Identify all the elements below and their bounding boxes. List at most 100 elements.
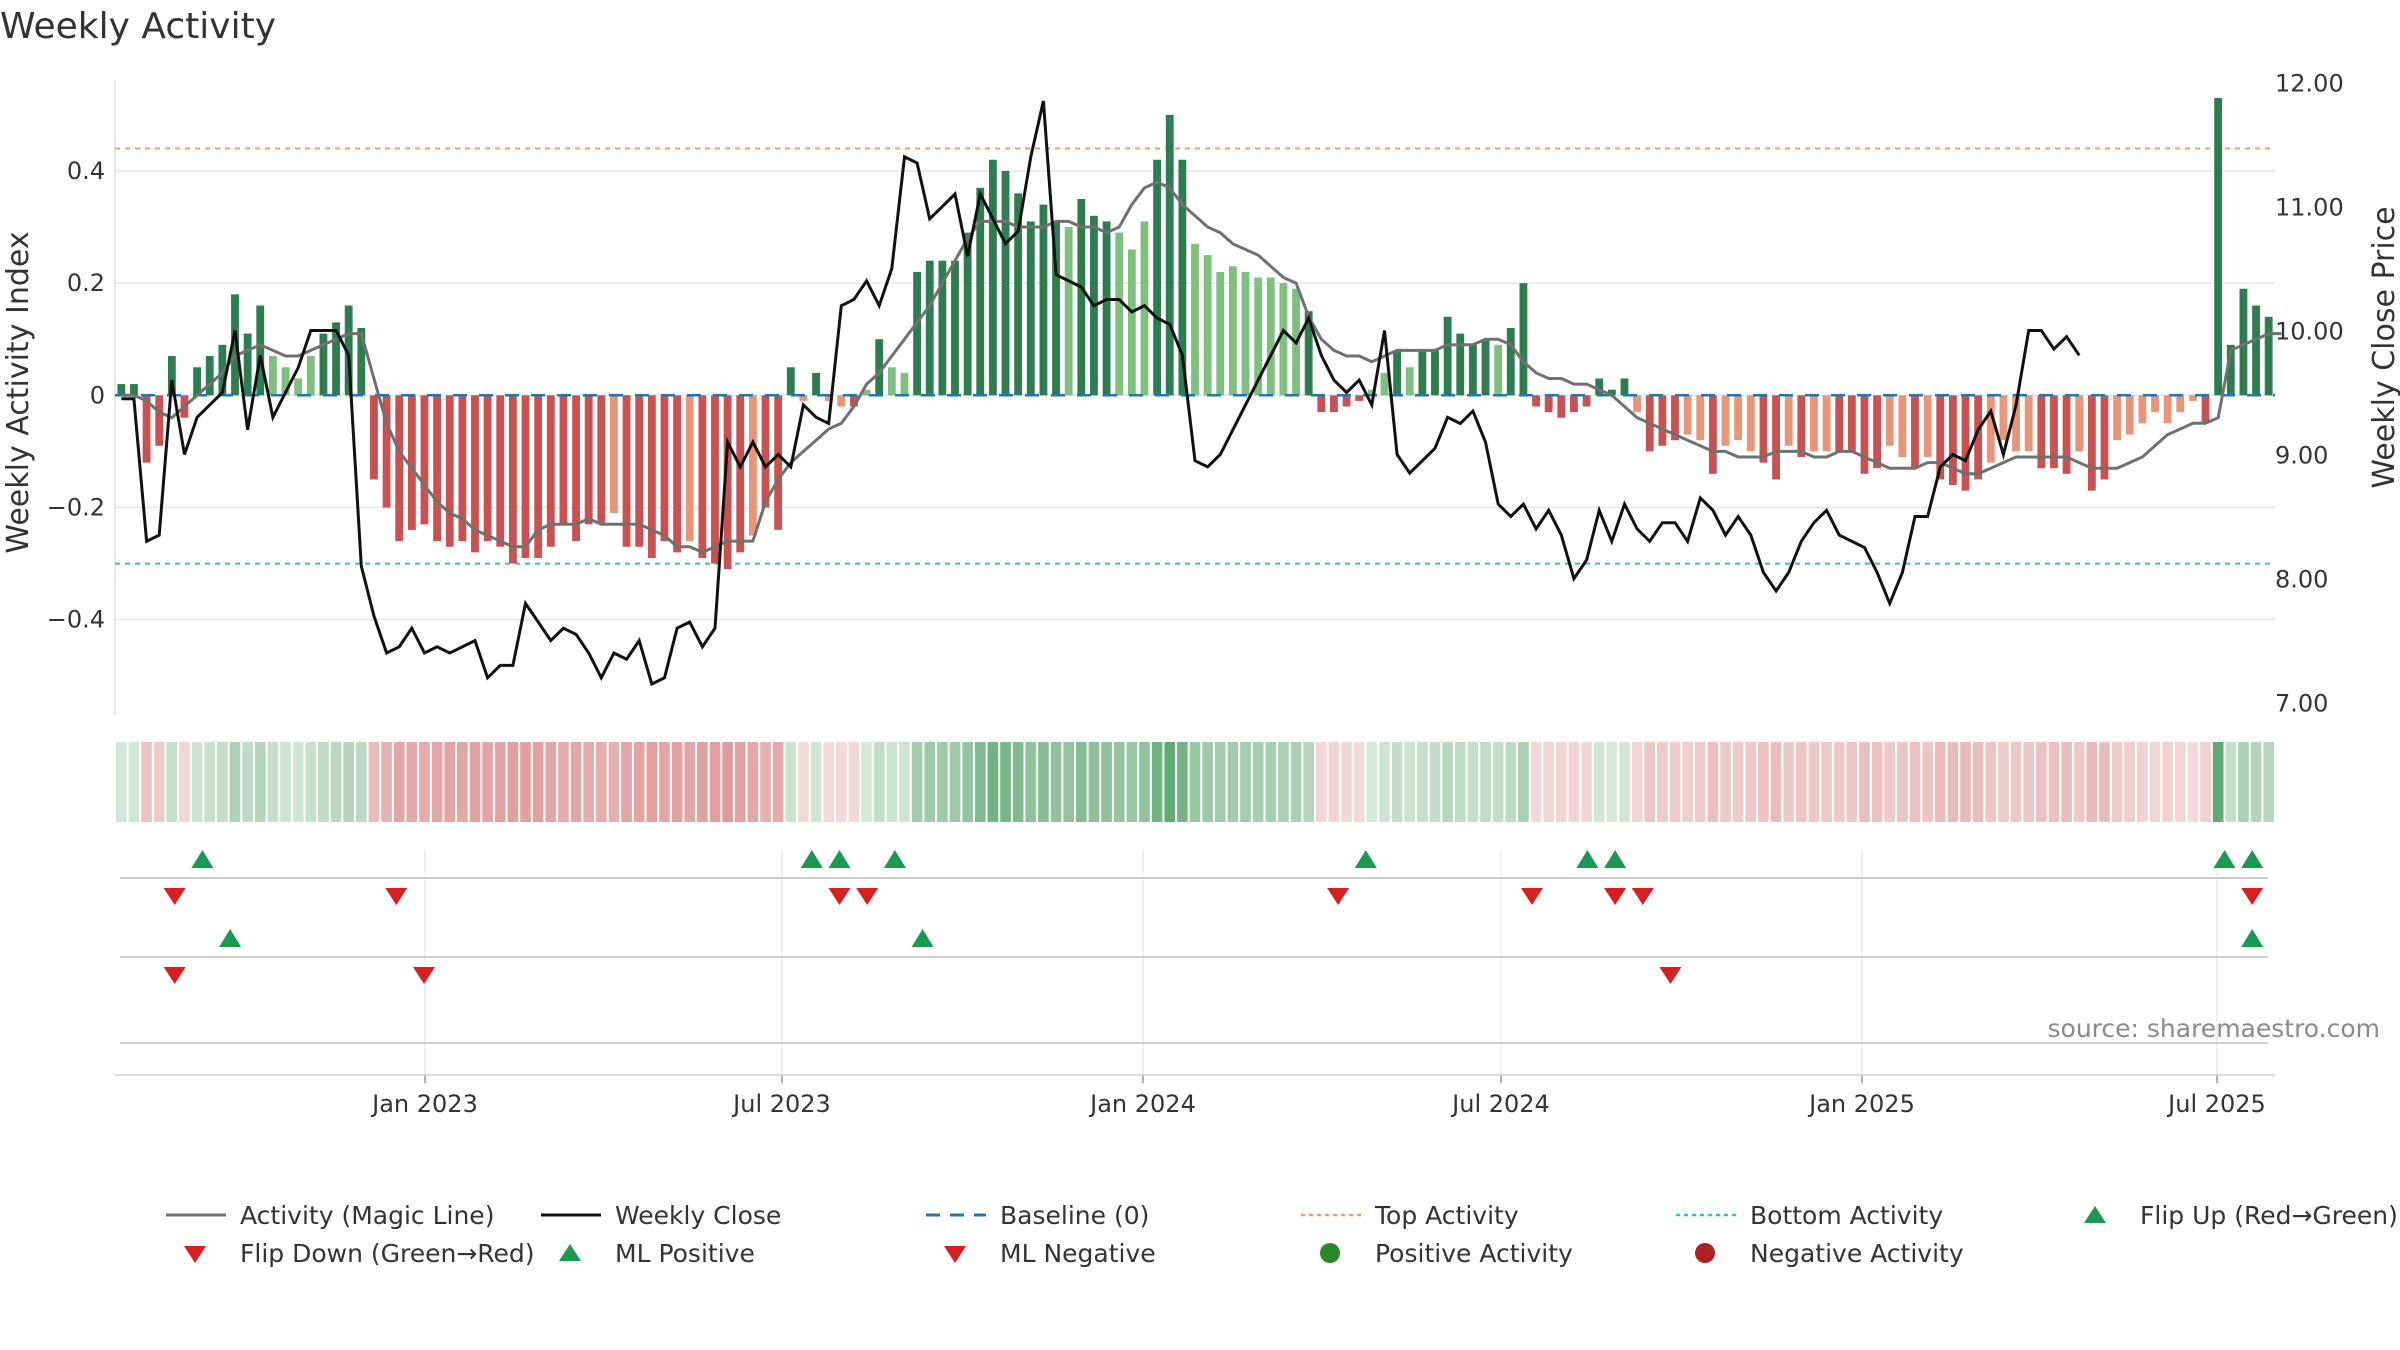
heat-strip-cell	[1720, 742, 1731, 822]
heat-strip-cell	[2111, 742, 2123, 822]
activity-bar	[319, 333, 328, 396]
activity-bar	[812, 372, 820, 396]
legend-item: ML Positive	[525, 1238, 755, 1268]
activity-bar	[1633, 395, 1642, 413]
legend-item: Positive Activity	[1285, 1238, 1573, 1268]
activity-bar	[1304, 311, 1313, 396]
y-tick-left: 0	[90, 381, 105, 409]
heat-strip-cell	[1000, 742, 1011, 822]
activity-bar	[1330, 395, 1338, 413]
activity-bar	[938, 260, 947, 396]
activity-bar	[1317, 395, 1326, 413]
heat-strip-cell	[2023, 742, 2034, 822]
heat-strip-cell	[1922, 742, 1933, 822]
dot-cyan-icon	[1660, 1200, 1740, 1230]
heat-strip-cell	[987, 742, 999, 822]
x-tick-label: Jan 2023	[370, 1090, 478, 1118]
weekly-close-series	[121, 100, 2081, 687]
y-axis-title-left: Weekly Activity Index	[1, 231, 36, 553]
heat-strip-cell	[873, 742, 885, 822]
activity-bar	[2125, 395, 2134, 435]
activity-bar	[685, 395, 694, 542]
activity-bar	[2151, 395, 2159, 413]
heat-strip-cell	[1126, 742, 1138, 822]
activity-bar	[622, 395, 631, 547]
x-tick-label: Jan 2024	[1088, 1090, 1196, 1118]
activity-bar	[2100, 395, 2109, 480]
activity-bar	[850, 395, 858, 407]
activity-bar	[483, 395, 492, 542]
heat-strip-cell	[974, 742, 986, 822]
heat-strip-cell	[684, 742, 696, 822]
activity-bar	[508, 395, 517, 564]
flip-down-marker	[163, 888, 186, 905]
activity-bar	[698, 395, 707, 558]
activity-bar	[786, 367, 795, 396]
flip-down-marker	[385, 888, 408, 905]
activity-bar	[205, 356, 214, 396]
activity-bar	[963, 232, 972, 396]
activity-bar	[1342, 395, 1351, 407]
activity-bar	[1961, 395, 1970, 491]
activity-bar	[1456, 333, 1465, 396]
heat-strip-cell	[419, 742, 430, 822]
y-tick-right: 12.00	[2275, 69, 2344, 97]
heat-strip-cell	[2238, 742, 2249, 822]
flip-down-marker	[1631, 888, 1654, 905]
heat-strip-cell	[659, 742, 670, 822]
activity-bar	[1986, 395, 1995, 463]
chart-title: Weekly Activity	[0, 6, 277, 47]
heat-strip-cell	[861, 742, 872, 822]
heat-strip-cell	[608, 742, 620, 822]
activity-bar	[1279, 283, 1288, 396]
activity-bar	[1405, 367, 1414, 396]
heat-strip-cell	[1619, 742, 1630, 822]
heat-strip-cell	[1366, 742, 1378, 822]
circle-green-icon	[1285, 1238, 1365, 1268]
activity-bar	[951, 260, 959, 396]
heat-strip-cell	[1960, 742, 1971, 822]
activity-bar	[799, 395, 808, 401]
activity-bar	[2012, 395, 2020, 452]
heat-strip-cell	[1025, 742, 1037, 822]
legend-label: Flip Down (Green→Red)	[240, 1238, 535, 1268]
heat-strip-cell	[1240, 742, 1251, 822]
heat-strip-cell	[217, 742, 228, 822]
activity-bar	[395, 395, 404, 542]
flip-up-marker	[219, 929, 242, 947]
heat-strip-cell	[2036, 742, 2047, 822]
heat-strip-cell	[520, 742, 531, 822]
heat-strip-cell	[1808, 742, 1820, 822]
activity-bar	[1582, 395, 1591, 407]
activity-bar	[761, 395, 770, 508]
flip-down-marker	[1604, 888, 1627, 905]
activity-bar	[256, 305, 265, 396]
legend-item: Baseline (0)	[910, 1200, 1149, 1230]
flip-down-marker	[163, 967, 186, 984]
flip-up-marker	[2241, 850, 2264, 868]
heat-strip-cell	[1252, 742, 1264, 822]
activity-bar	[635, 395, 644, 547]
heat-strip-cell	[899, 742, 910, 822]
heat-strip-cell	[1480, 742, 1491, 822]
heat-strip-cell	[1442, 742, 1453, 822]
activity-bar	[1254, 277, 1263, 396]
heat-strip-cell	[633, 742, 645, 822]
y-tick-left: −0.2	[47, 493, 105, 521]
activity-bar	[420, 395, 429, 525]
y-tick-right: 9.00	[2275, 442, 2328, 470]
heat-strip-cell	[545, 742, 557, 822]
legend-label: Flip Up (Red→Green)	[2140, 1200, 2398, 1230]
activity-bar	[1797, 395, 1806, 457]
heat-strip-cell	[2099, 742, 2110, 822]
heat-strip-cell	[558, 742, 569, 822]
heat-strip-cell	[709, 742, 721, 822]
activity-bar	[723, 395, 732, 570]
activity-bar	[1127, 249, 1136, 396]
flip-up-marker	[1604, 850, 1627, 868]
tri-up-green-icon	[2050, 1200, 2130, 1230]
activity-bar	[748, 395, 757, 536]
activity-bar	[1671, 395, 1679, 441]
activity-bar	[2188, 395, 2197, 401]
legend-item: Bottom Activity	[1660, 1200, 1943, 1230]
